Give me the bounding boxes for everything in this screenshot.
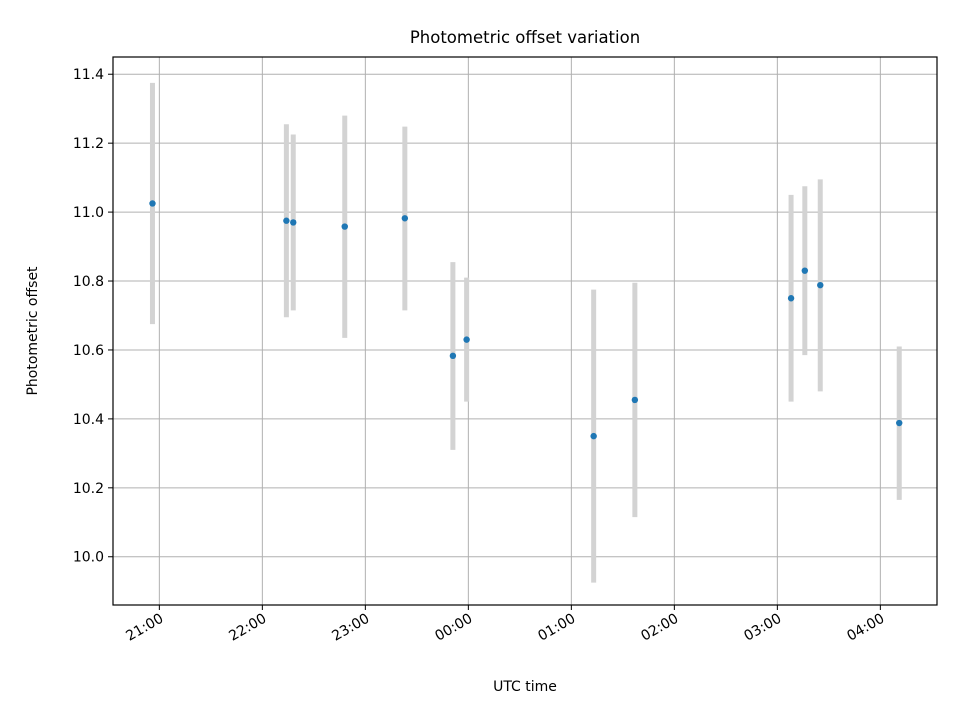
y-tick-label: 10.2	[73, 481, 104, 497]
data-point	[149, 200, 156, 207]
x-tick-label: 21:00	[123, 611, 166, 645]
x-axis-ticks: 21:00 22:00 23:00 00:00 01:00 02:00 03:00 04:00	[123, 605, 887, 645]
data-points	[149, 200, 903, 440]
y-tick-label: 10.8	[73, 274, 104, 290]
x-tick-label: 02:00	[638, 611, 681, 645]
data-point	[341, 223, 348, 230]
x-axis-label: UTC time	[493, 679, 557, 695]
data-point	[787, 295, 795, 302]
x-tick-label: 03:00	[741, 611, 784, 645]
data-point	[401, 215, 409, 222]
data-point	[283, 217, 290, 224]
y-tick-label: 11.4	[73, 67, 104, 83]
grid-lines	[113, 57, 937, 605]
data-point	[290, 219, 297, 226]
y-tick-label: 10.0	[73, 550, 104, 566]
data-point	[463, 336, 470, 343]
x-tick-label: 04:00	[844, 611, 887, 645]
x-tick-label: 23:00	[329, 611, 372, 645]
y-axis-label: Photometric offset	[25, 266, 41, 396]
data-point	[631, 396, 639, 404]
x-tick-label: 22:00	[226, 611, 269, 645]
data-point	[590, 432, 597, 440]
chart-title: Photometric offset variation	[410, 28, 640, 47]
data-point	[449, 352, 457, 360]
y-tick-label: 11.2	[73, 136, 104, 152]
y-tick-label: 10.4	[73, 412, 104, 428]
error-bars	[149, 82, 902, 583]
plot-frame	[112, 56, 938, 606]
data-point	[801, 267, 809, 274]
y-tick-label: 10.6	[73, 343, 104, 359]
x-tick-label: 01:00	[535, 611, 578, 645]
data-point	[896, 419, 903, 427]
y-axis-ticks: 10.0 10.2 10.4 10.6 10.8 11.0 11.2 11.4	[73, 67, 113, 566]
data-point	[817, 281, 824, 289]
x-tick-label: 00:00	[432, 611, 475, 645]
y-tick-label: 11.0	[73, 205, 104, 221]
